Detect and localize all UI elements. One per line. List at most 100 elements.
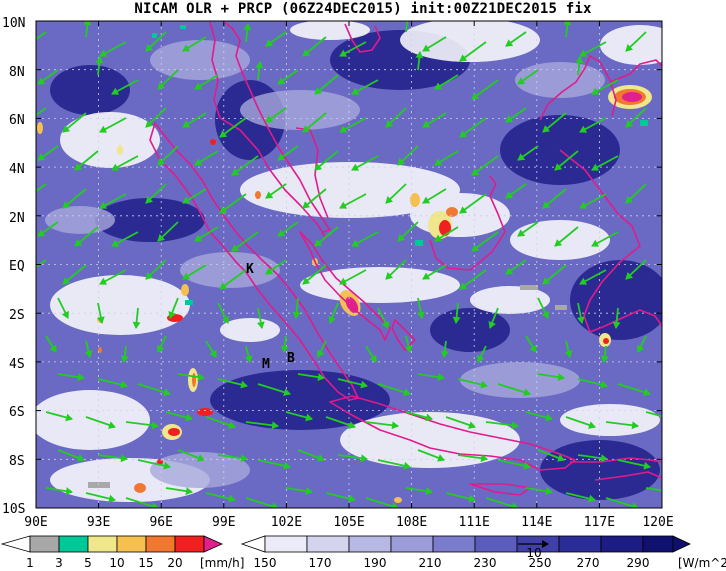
wind-arrow	[505, 259, 527, 275]
wind-arrow	[416, 297, 425, 319]
precip-scale-labels: 1 3 5 10 15 20 [mm/h]	[26, 556, 244, 570]
wind-arrow	[505, 107, 527, 123]
wind-arrow	[339, 269, 367, 285]
wind-arrow	[62, 264, 87, 285]
wind-arrow	[157, 145, 179, 166]
wind-arrow	[194, 226, 219, 242]
lon-label-96e: 96E	[149, 515, 172, 530]
wind-arrow	[405, 411, 433, 422]
wind-arrow	[265, 31, 287, 47]
wind-arrow	[74, 226, 99, 247]
wind-arrow	[579, 193, 607, 209]
wind-arrow	[57, 373, 85, 382]
wind-arrow	[525, 335, 537, 353]
wind-arrow	[37, 145, 59, 161]
wind-vectors	[36, 21, 662, 508]
wind-arrow	[554, 226, 579, 247]
wind-arrow	[177, 373, 205, 382]
wind-arrow	[445, 492, 476, 503]
olr-tick-190: 190	[364, 556, 387, 570]
wind-arrow	[422, 188, 447, 204]
place-label-k: K	[246, 262, 254, 277]
lon-label-117e: 117E	[584, 515, 615, 530]
wind-arrow	[62, 188, 87, 209]
wind-arrow	[422, 112, 447, 128]
wind-arrow	[165, 487, 193, 496]
lon-axis: 90E 93E 96E 99E 102E 105E 108E 111E 114E…	[24, 515, 673, 530]
wind-arrow	[99, 41, 127, 57]
wind-arrow	[231, 231, 259, 252]
wind-arrow	[137, 459, 171, 470]
lat-label-4n: 4N	[9, 162, 25, 177]
coastlines	[149, 21, 662, 496]
lat-label-8n: 8N	[9, 65, 25, 80]
wind-arrow	[219, 193, 247, 214]
wind-arrow	[277, 221, 299, 237]
wind-arrow	[74, 150, 99, 171]
wind-arrow	[168, 297, 179, 319]
olr-colorbar	[240, 535, 691, 553]
lat-label-6s: 6S	[9, 405, 25, 420]
lat-lon-grid	[36, 21, 662, 508]
wind-arrow	[111, 231, 139, 247]
wind-arrow	[339, 117, 367, 133]
wind-arrow	[377, 307, 389, 329]
wind-arrow	[157, 221, 179, 242]
lon-label-102e: 102E	[271, 515, 302, 530]
wind-arrow	[217, 302, 229, 324]
wind-arrow	[205, 492, 236, 503]
wind-arrow	[245, 497, 279, 508]
wind-arrow	[576, 302, 585, 324]
olr-unit: [W/m^2]	[678, 556, 726, 570]
lat-label-10n: 10N	[2, 16, 25, 31]
wind-arrow	[365, 345, 377, 363]
olr-tick-290: 290	[627, 556, 650, 570]
vector-reference-label: 10	[526, 546, 541, 560]
wind-arrow	[542, 264, 567, 285]
wind-arrow	[579, 269, 607, 285]
wind-arrow	[385, 183, 407, 204]
precip-tick-10: 10	[109, 556, 124, 570]
wind-arrow	[194, 74, 219, 90]
wind-arrow	[397, 221, 419, 242]
wind-arrow	[317, 340, 327, 358]
wind-arrow	[564, 340, 573, 358]
wind-arrow	[600, 345, 609, 363]
wind-arrow	[488, 307, 499, 329]
wind-arrow	[257, 459, 291, 470]
wind-arrow	[182, 264, 207, 280]
olr-tick-270: 270	[577, 556, 600, 570]
wind-arrow	[265, 259, 287, 275]
wind-arrow	[385, 259, 407, 280]
wind-arrow	[325, 416, 356, 429]
wind-arrow	[517, 221, 539, 237]
wind-arrow	[194, 150, 219, 166]
wind-arrow	[36, 183, 47, 193]
wind-arrow	[471, 79, 499, 100]
wind-arrow	[459, 41, 487, 62]
wind-arrow	[452, 302, 461, 324]
wind-arrow	[505, 183, 527, 199]
wind-arrow	[165, 411, 193, 422]
wind-arrow	[485, 497, 519, 508]
wind-arrow	[205, 416, 236, 429]
wind-arrow	[314, 226, 339, 247]
wind-arrow	[422, 36, 447, 52]
wind-arrow	[62, 112, 87, 133]
wind-arrow	[302, 188, 327, 209]
wind-arrow	[245, 421, 279, 430]
wind-arrow	[397, 145, 419, 166]
precip-unit: [mm/h]	[200, 556, 244, 570]
wind-arrow	[617, 459, 651, 470]
wind-arrow	[219, 269, 247, 290]
wind-arrow	[37, 221, 59, 237]
wind-arrow	[285, 487, 313, 496]
wind-arrow	[337, 378, 368, 389]
wind-arrow	[505, 31, 527, 47]
wind-arrow	[120, 345, 129, 363]
lat-label-eq: EQ	[9, 259, 25, 274]
olr-tick-170: 170	[309, 556, 332, 570]
lon-label-111e: 111E	[459, 515, 490, 530]
axis-ticks	[35, 20, 663, 509]
